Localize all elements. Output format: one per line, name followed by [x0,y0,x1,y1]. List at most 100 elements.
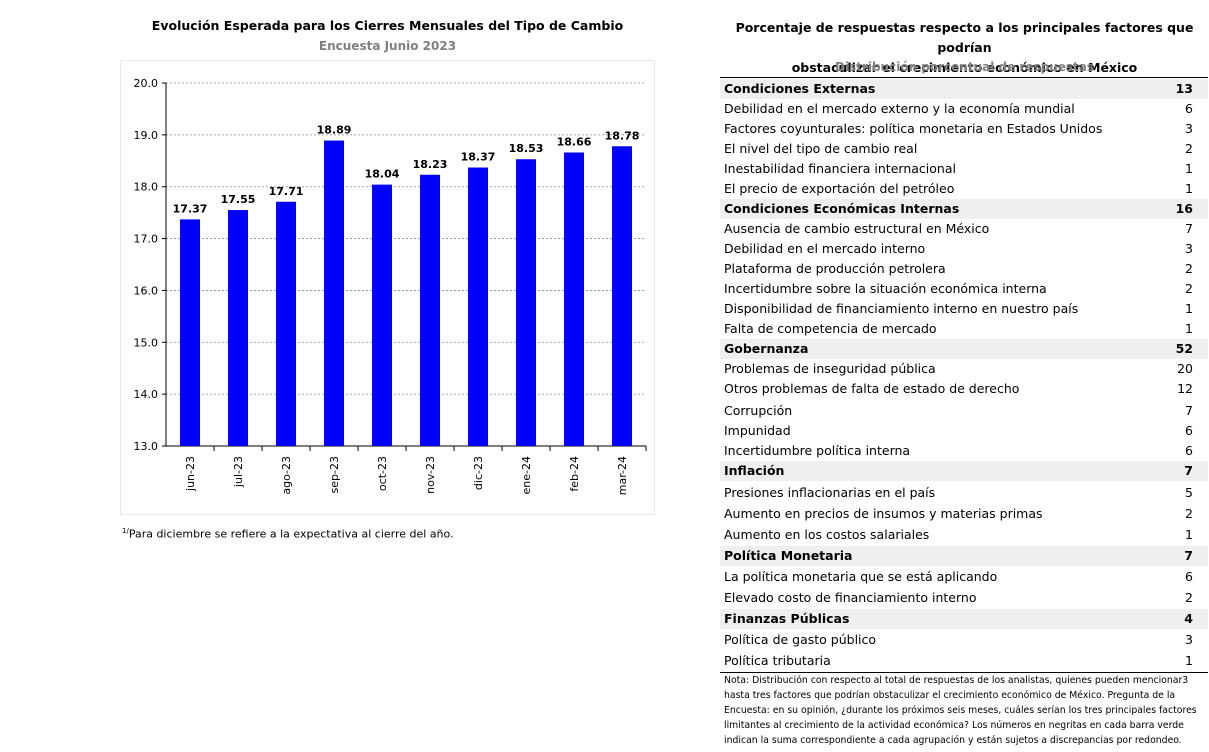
bar [420,174,440,446]
table-row: Problemas de inseguridad pública 20 [720,359,1208,379]
y-tick-label: 20.0 [134,77,159,90]
factor-value: 3 [1185,241,1193,256]
bar-value-label: 18.89 [317,124,352,137]
table-note-line: Nota: Distribución con respecto al total… [724,675,1189,686]
x-tick-label: oct-23 [376,456,389,491]
table-row: Disponibilidad de financiamiento interno… [720,299,1208,319]
y-tick-label: 14.0 [134,388,159,401]
chart-footnote: 1/Para diciembre se refiere a la expecta… [122,527,454,541]
x-tick-label: ago-23 [280,456,293,495]
factor-label: Inestabilidad financiera internacional [724,161,956,176]
factor-label: Presiones inflacionarias en el país [724,485,936,500]
factor-value: 1 [1185,181,1193,196]
table-bottom-rule [720,672,1208,673]
factor-value: 1 [1185,653,1193,668]
y-tick-label: 17.0 [134,233,159,246]
bar-value-label: 18.53 [509,142,544,155]
factor-label: El nivel del tipo de cambio real [724,141,918,156]
table-group-row: Finanzas Públicas 4 [720,609,1208,629]
factor-value: 7 [1185,403,1193,418]
table-subtitle: Distribución porcentual de respuestas [834,60,1095,74]
y-tick-label: 13.0 [134,440,159,453]
factors-table-panel: Porcentaje de respuestas respecto a los … [720,0,1209,752]
factor-label: Falta de competencia de mercado [724,321,937,336]
table-row: Debilidad en el mercado interno 3 [720,239,1208,259]
y-tick-label: 16.0 [134,284,159,297]
group-value: 4 [1184,611,1193,626]
bar-chart: 13.0 14.0 15.0 16.0 17.0 18.0 19.0 20.0 17.37 jun… [134,77,647,495]
bar [180,219,200,446]
table-note-line: hasta tres factores que podrían obstacul… [724,690,1176,701]
table-row: Incertidumbre sobre la situación económi… [720,279,1208,299]
factor-value: 1 [1185,321,1193,336]
table-row: Otros problemas de falta de estado de de… [720,379,1208,399]
group-label: Finanzas Públicas [724,611,850,626]
bar-value-label: 17.71 [269,185,304,198]
x-tick-label: dic-23 [472,456,485,490]
bar-value-label: 18.78 [605,129,640,142]
factor-label: Incertidumbre política interna [724,443,911,458]
table-group-row: Gobernanza 52 [720,339,1208,359]
factor-value: 2 [1185,506,1193,521]
factor-value: 5 [1185,485,1193,500]
factor-value: 2 [1185,281,1193,296]
table-group-row: Condiciones Externas 13 [720,79,1208,99]
x-tick-label: sep-23 [328,456,341,493]
x-tick-label: feb-24 [568,456,581,492]
factor-value: 1 [1185,161,1193,176]
bar [564,152,584,446]
table-row: Política tributaria 1 [720,651,1208,671]
table-row: Debilidad en el mercado externo y la eco… [720,99,1208,119]
bar [516,159,536,446]
table-row: Falta de competencia de mercado 1 [720,319,1208,339]
factor-label: Aumento en precios de insumos y materias… [724,506,1043,521]
factor-value: 1 [1185,527,1193,542]
factor-label: Debilidad en el mercado interno [724,241,926,256]
bar [372,184,392,446]
group-label: Inflación [724,463,785,478]
factor-label: Elevado costo de financiamiento interno [724,590,977,605]
table-row: La política monetaria que se está aplica… [720,567,1208,587]
chart-subtitle: Encuesta Junio 2023 [318,39,457,53]
table-row: Aumento en precios de insumos y materias… [720,504,1208,524]
group-value: 13 [1175,81,1193,96]
factor-label: Plataforma de producción petrolera [724,261,946,276]
x-tick-label: ene-24 [520,456,533,494]
factor-value: 3 [1185,632,1193,647]
bar [324,140,344,446]
table-top-rule [720,77,1208,78]
group-value: 16 [1175,201,1193,216]
factor-value: 6 [1185,569,1193,584]
table-title-line2: obstaculizar el crecimiento económico en… [791,60,1138,75]
table-row: Elevado costo de financiamiento interno 2 [720,588,1208,608]
table-row: Plataforma de producción petrolera 2 [720,259,1208,279]
bar-value-label: 18.23 [413,158,448,171]
table-note: Nota: Distribución con respecto al total… [724,673,1204,748]
factor-label: Política tributaria [724,653,831,668]
factor-value: 2 [1185,590,1193,605]
factor-label: La política monetaria que se está aplica… [724,569,998,584]
footnote-text: Para diciembre se refiere a la expectati… [128,527,454,541]
table-row: El precio de exportación del petróleo 1 [720,179,1208,199]
table-row: Ausencia de cambio estructural en México… [720,219,1208,239]
table-title-line1: Porcentaje de respuestas respecto a los … [735,20,1194,55]
factor-label: Impunidad [724,423,791,438]
group-label: Condiciones Externas [724,81,876,96]
factor-label: Disponibilidad de financiamiento interno… [724,301,1079,316]
table-note-line: Encuesta: en su opinión, ¿durante los pr… [724,705,1197,716]
y-tick-label: 19.0 [134,129,159,142]
factor-value: 6 [1185,443,1193,458]
bar-value-label: 17.55 [221,193,256,206]
x-tick-label: mar-24 [616,456,629,495]
factor-label: El precio de exportación del petróleo [724,181,955,196]
table-row: Factores coyunturales: política monetari… [720,119,1208,139]
y-tick-label: 18.0 [134,181,159,194]
x-tick-label: jul-23 [232,456,245,488]
y-tick-label: 15.0 [134,336,159,349]
factor-label: Ausencia de cambio estructural en México [724,221,990,236]
bar-value-label: 18.04 [365,168,400,181]
factor-value: 3 [1185,121,1193,136]
factor-label: Problemas de inseguridad pública [724,361,936,376]
bar [612,146,632,446]
table-group-row: Inflación 7 [720,461,1208,481]
